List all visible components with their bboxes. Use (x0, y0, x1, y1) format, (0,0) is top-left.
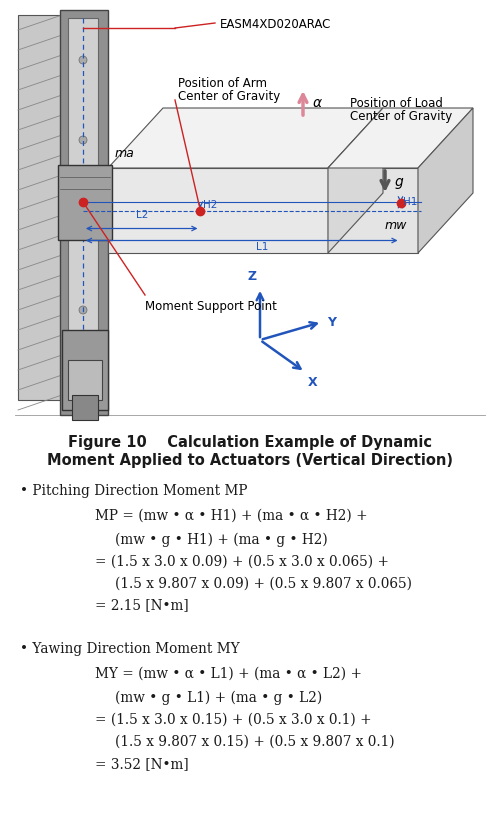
Text: L2: L2 (136, 210, 148, 221)
Bar (60, 10, 108, 415)
Text: = 2.15 [N•m]: = 2.15 [N•m] (95, 599, 188, 613)
Circle shape (79, 56, 87, 64)
Polygon shape (328, 108, 383, 253)
Bar (62, 330, 108, 410)
Bar (328, 168, 418, 253)
Text: Figure 10    Calculation Example of Dynamic: Figure 10 Calculation Example of Dynamic (68, 435, 432, 450)
Text: Moment Support Point: Moment Support Point (145, 300, 277, 313)
Text: • Yawing Direction Moment MY: • Yawing Direction Moment MY (20, 642, 240, 656)
Bar (58, 165, 112, 240)
Text: Y: Y (327, 316, 336, 329)
Bar (68, 360, 102, 400)
Text: Z: Z (248, 270, 256, 283)
Text: L1: L1 (256, 242, 268, 253)
Bar (18, 15, 62, 400)
Text: (mw • g • L1) + (ma • g • L2): (mw • g • L1) + (ma • g • L2) (115, 690, 322, 705)
Text: = (1.5 x 3.0 x 0.09) + (0.5 x 3.0 x 0.065) +: = (1.5 x 3.0 x 0.09) + (0.5 x 3.0 x 0.06… (95, 555, 389, 569)
Text: (mw • g • H1) + (ma • g • H2): (mw • g • H1) + (ma • g • H2) (115, 533, 328, 546)
Polygon shape (418, 108, 473, 253)
Text: Moment Applied to Actuators (Vertical Direction): Moment Applied to Actuators (Vertical Di… (47, 453, 453, 468)
Text: mw: mw (385, 219, 407, 232)
Text: Center of Gravity: Center of Gravity (350, 110, 452, 123)
Text: Position of Arm: Position of Arm (178, 77, 267, 90)
Text: MY = (mw • α • L1) + (ma • α • L2) +: MY = (mw • α • L1) + (ma • α • L2) + (95, 667, 362, 681)
Polygon shape (108, 108, 383, 168)
Bar (108, 168, 328, 253)
Bar (72, 395, 98, 420)
Bar (68, 18, 98, 408)
Text: ma: ma (115, 147, 135, 160)
Text: MP = (mw • α • H1) + (ma • α • H2) +: MP = (mw • α • H1) + (ma • α • H2) + (95, 508, 367, 522)
Text: (1.5 x 9.807 x 0.15) + (0.5 x 9.807 x 0.1): (1.5 x 9.807 x 0.15) + (0.5 x 9.807 x 0.… (115, 735, 394, 748)
Polygon shape (328, 108, 473, 168)
Text: • Pitching Direction Moment MP: • Pitching Direction Moment MP (20, 484, 248, 498)
Text: H2: H2 (204, 200, 218, 210)
Text: = 3.52 [N•m]: = 3.52 [N•m] (95, 757, 188, 771)
Circle shape (79, 366, 87, 374)
Circle shape (79, 226, 87, 234)
Text: H1: H1 (404, 197, 418, 207)
Circle shape (79, 306, 87, 314)
Text: Center of Gravity: Center of Gravity (178, 90, 280, 103)
Text: (1.5 x 9.807 x 0.09) + (0.5 x 9.807 x 0.065): (1.5 x 9.807 x 0.09) + (0.5 x 9.807 x 0.… (115, 577, 412, 591)
Circle shape (79, 136, 87, 144)
Text: = (1.5 x 3.0 x 0.15) + (0.5 x 3.0 x 0.1) +: = (1.5 x 3.0 x 0.15) + (0.5 x 3.0 x 0.1)… (95, 712, 371, 727)
Text: g: g (395, 175, 404, 189)
Text: X: X (308, 376, 318, 389)
Text: EASM4XD020ARAC: EASM4XD020ARAC (220, 17, 332, 30)
Text: Position of Load: Position of Load (350, 97, 443, 110)
Text: α: α (313, 96, 322, 110)
